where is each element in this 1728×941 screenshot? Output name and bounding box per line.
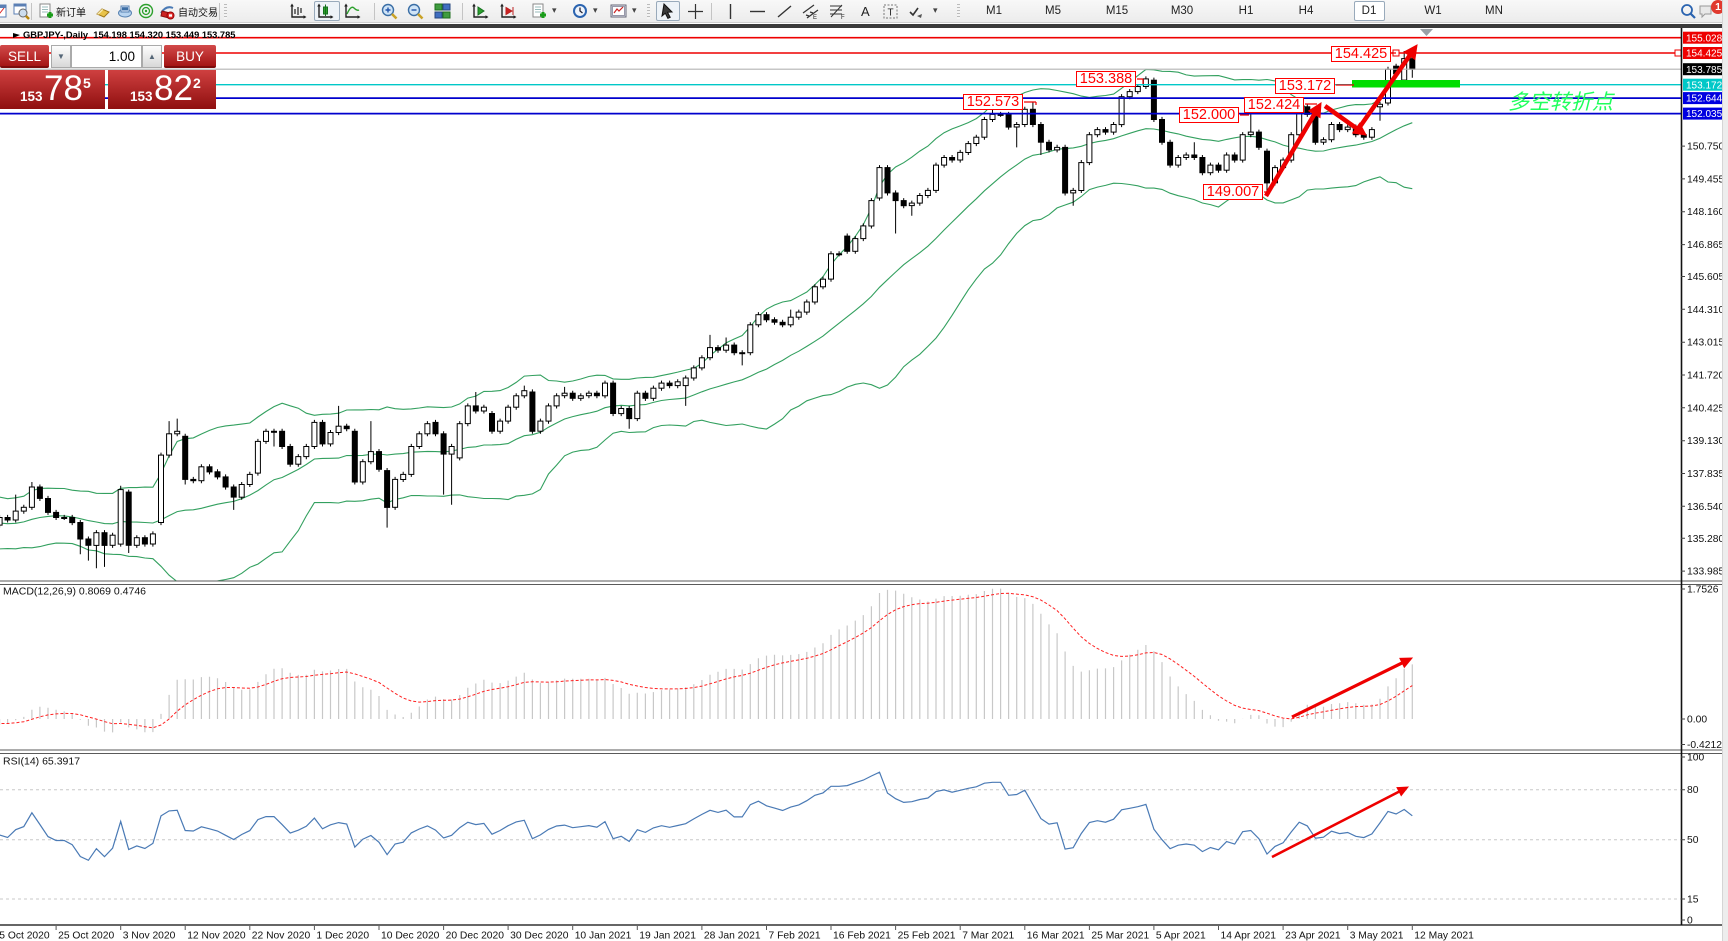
svg-text:80: 80 bbox=[1687, 785, 1699, 796]
svg-text:3 May 2021: 3 May 2021 bbox=[1350, 931, 1404, 941]
svg-text:143.015: 143.015 bbox=[1687, 338, 1724, 349]
svg-text:F: F bbox=[841, 15, 845, 20]
svg-text:135.280: 135.280 bbox=[1687, 534, 1724, 545]
svg-text:149.455: 149.455 bbox=[1687, 174, 1724, 185]
svg-text:100: 100 bbox=[1687, 753, 1704, 764]
svg-text:145.605: 145.605 bbox=[1687, 272, 1724, 283]
svg-text:153.785: 153.785 bbox=[1686, 65, 1723, 76]
svg-text:7 Mar 2021: 7 Mar 2021 bbox=[962, 931, 1014, 941]
svg-text:148.160: 148.160 bbox=[1687, 207, 1724, 218]
svg-text:10 Dec 2020: 10 Dec 2020 bbox=[381, 931, 440, 941]
svg-text:E: E bbox=[813, 15, 817, 20]
svg-text:152.035: 152.035 bbox=[1686, 109, 1723, 120]
svg-text:14 Apr 2021: 14 Apr 2021 bbox=[1221, 931, 1277, 941]
svg-text:A: A bbox=[861, 4, 870, 19]
svg-text:-0.4212: -0.4212 bbox=[1687, 740, 1722, 751]
svg-text:146.865: 146.865 bbox=[1687, 240, 1724, 251]
svg-text:25 Oct 2020: 25 Oct 2020 bbox=[58, 931, 114, 941]
svg-text:153.172: 153.172 bbox=[1686, 80, 1723, 91]
svg-text:15 Oct 2020: 15 Oct 2020 bbox=[0, 931, 50, 941]
svg-text:12 Nov 2020: 12 Nov 2020 bbox=[187, 931, 246, 941]
svg-text:15: 15 bbox=[1687, 895, 1699, 906]
svg-text:20 Dec 2020: 20 Dec 2020 bbox=[446, 931, 505, 941]
svg-text:139.130: 139.130 bbox=[1687, 436, 1724, 447]
svg-text:144.310: 144.310 bbox=[1687, 305, 1724, 316]
svg-text:50: 50 bbox=[1687, 835, 1699, 846]
svg-text:5 Apr 2021: 5 Apr 2021 bbox=[1156, 931, 1206, 941]
svg-text:28 Jan 2021: 28 Jan 2021 bbox=[704, 931, 761, 941]
svg-text:23 Apr 2021: 23 Apr 2021 bbox=[1285, 931, 1341, 941]
svg-text:19 Jan 2021: 19 Jan 2021 bbox=[639, 931, 696, 941]
svg-text:25 Feb 2021: 25 Feb 2021 bbox=[898, 931, 956, 941]
svg-text:16 Feb 2021: 16 Feb 2021 bbox=[833, 931, 891, 941]
svg-text:16 Mar 2021: 16 Mar 2021 bbox=[1027, 931, 1085, 941]
svg-text:7 Feb 2021: 7 Feb 2021 bbox=[769, 931, 821, 941]
svg-text:1.7526: 1.7526 bbox=[1687, 585, 1719, 596]
svg-text:12 May 2021: 12 May 2021 bbox=[1414, 931, 1474, 941]
svg-text:T: T bbox=[888, 8, 894, 19]
svg-text:136.540: 136.540 bbox=[1687, 502, 1724, 513]
svg-text:0.00: 0.00 bbox=[1687, 715, 1707, 726]
svg-text:141.720: 141.720 bbox=[1687, 371, 1724, 382]
svg-text:0: 0 bbox=[1687, 916, 1693, 927]
svg-text:3 Nov 2020: 3 Nov 2020 bbox=[123, 931, 176, 941]
svg-text:1 Dec 2020: 1 Dec 2020 bbox=[316, 931, 369, 941]
svg-text:152.644: 152.644 bbox=[1686, 94, 1723, 105]
svg-text:133.985: 133.985 bbox=[1687, 567, 1724, 578]
svg-text:154.425: 154.425 bbox=[1686, 49, 1723, 60]
svg-text:MACD(12,26,9) 0.8069 0.4746: MACD(12,26,9) 0.8069 0.4746 bbox=[3, 586, 146, 598]
svg-text:137.835: 137.835 bbox=[1687, 469, 1724, 480]
svg-text:10 Jan 2021: 10 Jan 2021 bbox=[575, 931, 632, 941]
svg-text:RSI(14) 65.3917: RSI(14) 65.3917 bbox=[3, 756, 80, 768]
svg-text:25 Mar 2021: 25 Mar 2021 bbox=[1091, 931, 1149, 941]
svg-text:150.750: 150.750 bbox=[1687, 142, 1724, 153]
svg-text:155.028: 155.028 bbox=[1686, 33, 1723, 44]
svg-text:30 Dec 2020: 30 Dec 2020 bbox=[510, 931, 569, 941]
svg-text:140.425: 140.425 bbox=[1687, 403, 1724, 414]
svg-text:22 Nov 2020: 22 Nov 2020 bbox=[252, 931, 311, 941]
